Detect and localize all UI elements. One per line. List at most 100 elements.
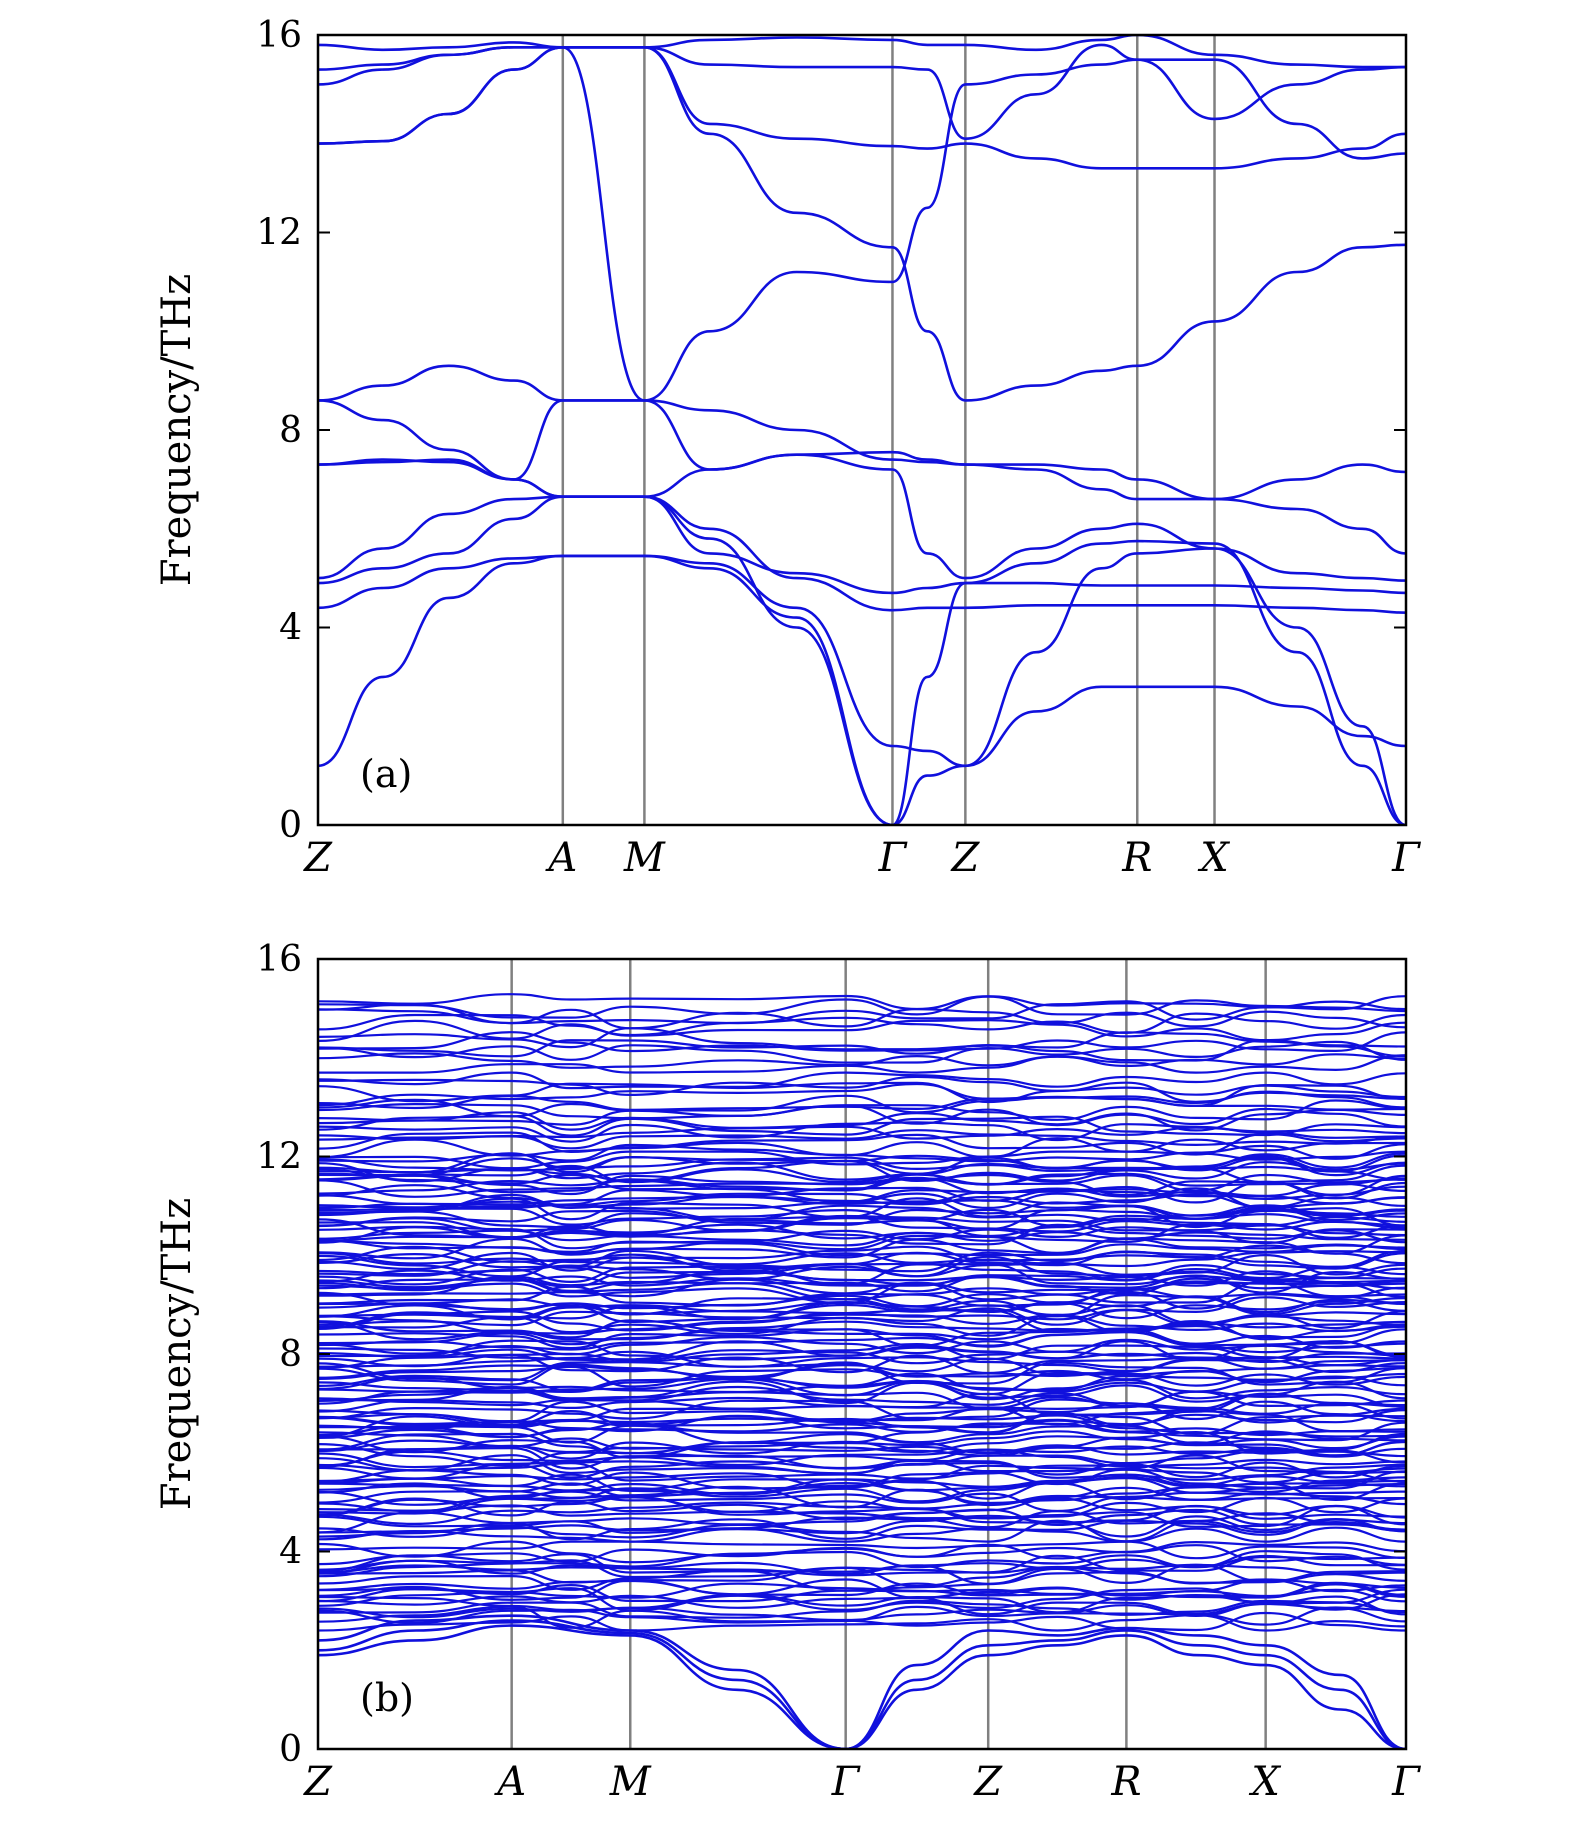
kpoint-label: A xyxy=(493,1759,526,1805)
phonon-band xyxy=(318,495,1406,825)
phonon-band xyxy=(318,1550,1406,1571)
phonon-band xyxy=(318,1443,1406,1468)
phonon-band xyxy=(318,1540,1406,1560)
kpoint-label: M xyxy=(609,1759,652,1805)
phonon-band xyxy=(318,1319,1406,1341)
y-tick-label: 4 xyxy=(279,608,302,649)
phonon-band xyxy=(318,1265,1406,1287)
phonon-band xyxy=(318,554,1406,825)
phonon-band xyxy=(318,458,1406,595)
phonon-band xyxy=(318,993,1406,1011)
band-lines xyxy=(318,993,1406,1749)
phonon-band xyxy=(318,1400,1406,1423)
phonon-band xyxy=(318,1413,1406,1436)
phonon-band xyxy=(318,1249,1406,1273)
phonon-band xyxy=(318,1012,1406,1037)
kpoint-label: Z xyxy=(302,835,333,881)
kpoint-label: Γ xyxy=(831,1759,861,1805)
phonon-band xyxy=(318,1357,1406,1379)
phonon-band xyxy=(318,1514,1406,1538)
y-tick-label: 4 xyxy=(279,1532,302,1573)
phonon-band xyxy=(318,1099,1406,1121)
phonon-band xyxy=(318,1340,1406,1361)
phonon-band xyxy=(318,1328,1406,1350)
phonon-band xyxy=(318,1184,1406,1207)
phonon-band xyxy=(318,1614,1406,1632)
phonon-band xyxy=(318,1018,1406,1042)
y-tick-label: 16 xyxy=(256,939,302,980)
band-lines xyxy=(318,35,1406,825)
phonon-band xyxy=(318,1497,1406,1521)
y-tick-label: 16 xyxy=(256,15,302,56)
phonon-band xyxy=(318,1250,1406,1268)
phonon-band xyxy=(318,1193,1406,1215)
kpoint-label: X xyxy=(1248,1759,1281,1805)
phonon-band xyxy=(318,1075,1406,1099)
kpoint-label: R xyxy=(1121,835,1152,881)
phonon-band xyxy=(318,547,1406,825)
kpoint-label: Γ xyxy=(878,835,908,881)
kpoint-label: M xyxy=(623,835,666,881)
phonon-band xyxy=(318,1203,1406,1222)
phonon-band xyxy=(318,1082,1406,1107)
phonon-band xyxy=(318,1104,1406,1128)
phonon-band xyxy=(318,364,1406,555)
phonon-band xyxy=(318,1150,1406,1170)
phonon-band xyxy=(318,1583,1406,1603)
phonon-band xyxy=(318,1081,1406,1104)
phonon-band xyxy=(318,1448,1406,1468)
phonon-band xyxy=(318,1155,1406,1177)
kpoint-label: Γ xyxy=(1391,1759,1421,1805)
phonon-band xyxy=(318,1554,1406,1577)
phonon-band xyxy=(318,1296,1406,1321)
kpoint-label: X xyxy=(1197,835,1230,881)
phonon-band xyxy=(318,1204,1406,1229)
y-axis-label: Frequency/THz xyxy=(154,1198,200,1510)
phonon-band xyxy=(318,45,1406,170)
phonon-band xyxy=(318,45,1406,402)
phonon-band xyxy=(318,1526,1406,1543)
phonon-band xyxy=(318,1330,1406,1354)
phonon-band xyxy=(318,1031,1406,1053)
y-tick-label: 0 xyxy=(279,1729,302,1770)
phonon-band xyxy=(318,1253,1406,1278)
phonon-band xyxy=(318,1398,1406,1420)
phonon-band xyxy=(318,1414,1406,1439)
phonon-band xyxy=(318,1215,1406,1239)
phonon-band xyxy=(318,1208,1406,1231)
phonon-band xyxy=(318,45,1406,402)
y-axis-label: Frequency/THz xyxy=(154,274,200,586)
phonon-band xyxy=(318,1476,1406,1494)
kpoint-label: Γ xyxy=(1391,835,1421,881)
phonon-band xyxy=(318,1510,1406,1534)
kpoint-label: Z xyxy=(949,835,980,881)
panel-label: (b) xyxy=(360,1676,414,1720)
plot-frame xyxy=(316,33,1408,827)
phonon-band xyxy=(318,1599,1406,1619)
phonon-band xyxy=(318,1578,1406,1601)
phonon-band xyxy=(318,1328,1406,1348)
phonon-band xyxy=(318,1204,1406,1228)
phonon-band xyxy=(318,995,1406,1019)
phonon-band xyxy=(318,1225,1406,1250)
acoustic-band xyxy=(318,1619,1406,1749)
phonon-band xyxy=(318,1361,1406,1386)
phonon-band xyxy=(318,1187,1406,1210)
phonon-band xyxy=(318,1566,1406,1588)
phonon-band xyxy=(318,1569,1406,1592)
phonon-band xyxy=(318,1490,1406,1513)
phonon-band xyxy=(318,1578,1406,1597)
phonon-band xyxy=(318,1052,1406,1069)
phonon-band xyxy=(318,1464,1406,1489)
y-tick-label: 0 xyxy=(279,805,302,846)
phonon-band xyxy=(318,43,1406,141)
phonon-band xyxy=(318,1390,1406,1413)
phonon-band xyxy=(318,1430,1406,1450)
phonon-band xyxy=(318,495,1406,614)
phonon-band xyxy=(318,1027,1406,1051)
phonon-band xyxy=(318,1540,1406,1564)
phonon-band xyxy=(318,1040,1406,1064)
kpoint-label: Z xyxy=(972,1759,1003,1805)
